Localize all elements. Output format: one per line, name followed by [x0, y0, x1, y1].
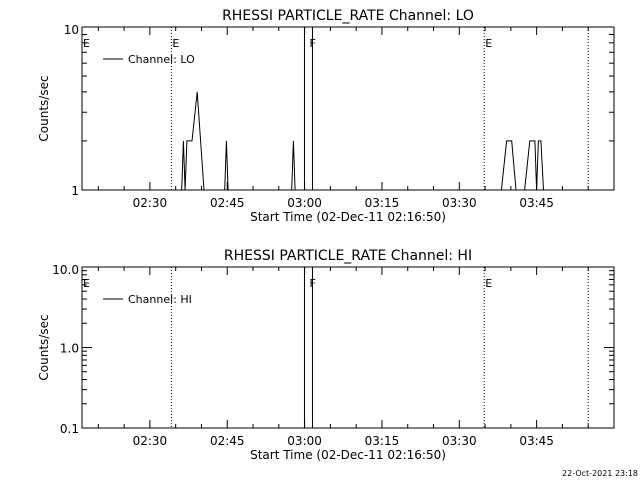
y-tick-label: 1	[71, 184, 79, 198]
chart-panel-1: RHESSI PARTICLE_RATE Channel: LO 1 10 02:30…	[37, 8, 615, 224]
chart-panel-2: RHESSI PARTICLE_RATE Channel: HI 0.1 1.0 10…	[37, 248, 615, 462]
event-marker-label: F	[309, 37, 315, 50]
x-tick-label: 03:00	[287, 434, 322, 448]
x-tick-label: 02:45	[210, 196, 245, 210]
event-marker-label: E	[485, 277, 492, 290]
chart-title: RHESSI PARTICLE_RATE Channel: LO	[222, 8, 474, 24]
chart-title: RHESSI PARTICLE_RATE Channel: HI	[224, 248, 472, 264]
x-tick-label: 02:30	[133, 196, 168, 210]
plot-timestamp: 22-Oct-2021 23:18	[562, 469, 638, 478]
x-tick-label: 02:45	[210, 434, 245, 448]
x-tick-label: 02:30	[133, 434, 168, 448]
y-tick-label: 10.0	[52, 263, 79, 277]
y-axis-label: Counts/sec	[37, 314, 51, 380]
event-marker-label: E	[83, 277, 90, 290]
x-tick-label: 03:45	[519, 196, 554, 210]
y-tick-label: 10	[64, 23, 79, 37]
legend-label: Channel: HI	[128, 293, 192, 306]
event-marker-label: F	[309, 277, 315, 290]
y-tick-label: 1.0	[60, 342, 79, 356]
plot-frame	[81, 266, 615, 429]
x-axis-label: Start Time (02-Dec-11 02:16:50)	[250, 210, 446, 224]
event-marker-label: E	[83, 37, 90, 50]
x-tick-label: 03:30	[442, 196, 477, 210]
event-marker-label: E	[172, 37, 179, 50]
plot-frame	[81, 26, 615, 191]
x-tick-label: 03:15	[365, 434, 400, 448]
legend-label: Channel: LO	[128, 53, 195, 66]
x-tick-label: 03:15	[365, 196, 400, 210]
x-tick-label: 03:30	[442, 434, 477, 448]
event-marker-label: E	[485, 37, 492, 50]
x-axis-label: Start Time (02-Dec-11 02:16:50)	[250, 448, 446, 462]
x-tick-label: 03:00	[287, 196, 322, 210]
x-tick-label: 03:45	[519, 434, 554, 448]
series-line	[181, 91, 544, 191]
y-tick-label: 0.1	[60, 422, 79, 436]
y-axis-label: Counts/sec	[37, 75, 51, 141]
